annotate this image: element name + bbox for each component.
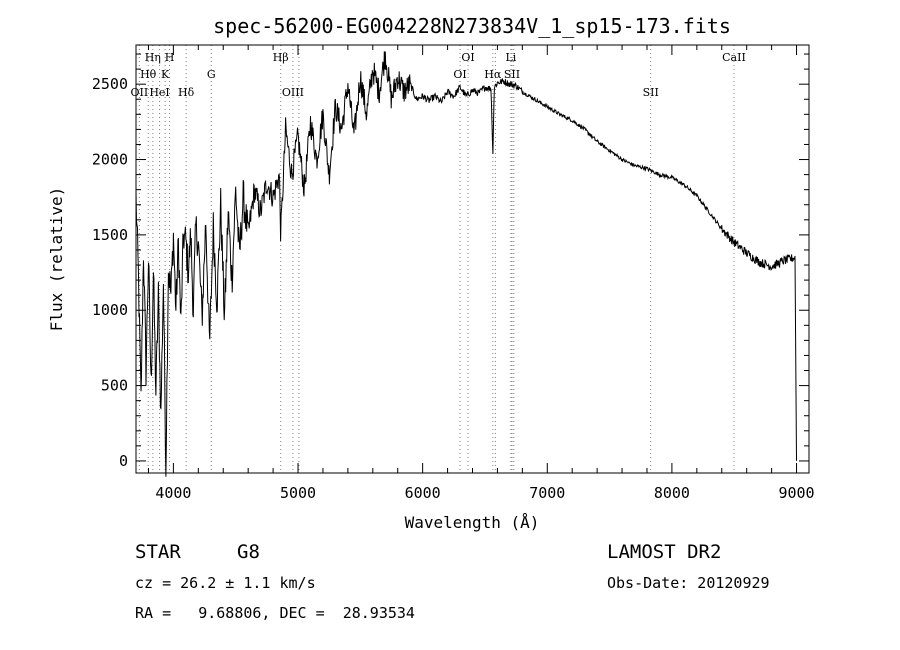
spectral-line-label: Hβ [273, 51, 289, 64]
spectral-line-label: Hη [145, 51, 161, 64]
spectral-line-label: G [207, 68, 216, 81]
x-axis-ticks: 4000 5000 6000 7000 8000 9000 [147, 45, 815, 502]
spectral-line-label: SII [643, 86, 659, 99]
x-tick-label: 7000 [529, 484, 565, 502]
spectral-line-label: OI [453, 68, 466, 81]
y-axis-ticks: 0 500 1000 1500 2000 2500 [92, 53, 809, 470]
x-tick-label: 8000 [654, 484, 690, 502]
chart-title: spec-56200-EG004228N273834V_1_sp15-173.f… [213, 14, 731, 38]
y-axis-label: Flux (relative) [47, 187, 66, 332]
y-tick-label: 1000 [92, 301, 128, 319]
obs-date-text: Obs-Date: 20120929 [607, 574, 770, 592]
object-class: STAR [135, 541, 181, 563]
y-tick-label: 1500 [92, 226, 128, 244]
spectral-line-label: CaII [722, 51, 746, 64]
spectral-line-label: OII [131, 86, 149, 99]
spectral-line-label: K [161, 68, 170, 81]
x-tick-label: 9000 [778, 484, 814, 502]
spectral-line-label: HeI [149, 86, 169, 99]
plot-frame [135, 44, 810, 474]
x-tick-label: 6000 [405, 484, 441, 502]
spectral-line-label: SII [504, 68, 520, 81]
y-tick-label: 2500 [92, 75, 128, 93]
spectral-line-label: OIII [282, 86, 304, 99]
y-tick-label: 500 [101, 377, 128, 395]
y-tick-label: 2000 [92, 151, 128, 169]
x-axis-label: Wavelength (Å) [405, 513, 540, 532]
ra-dec-text: RA = 9.68806, DEC = 28.93534 [135, 604, 415, 622]
object-subclass: G8 [237, 541, 260, 563]
spectral-line-markers [138, 45, 735, 473]
spectral-line-label: Hα [484, 68, 502, 81]
spectral-line-label: Li [505, 51, 516, 64]
survey-name: LAMOST DR2 [607, 541, 722, 563]
y-tick-label: 0 [119, 452, 128, 470]
spectral-line-label: Hθ [140, 68, 157, 81]
x-tick-label: 4000 [155, 484, 191, 502]
spectral-line-label: Hδ [178, 86, 195, 99]
spectrum-series-line [135, 51, 797, 477]
spectral-line-label: H [165, 51, 175, 64]
spectral-line-label: OI [461, 51, 474, 64]
x-tick-label: 5000 [280, 484, 316, 502]
redshift-text: cz = 26.2 ± 1.1 km/s [135, 574, 316, 592]
